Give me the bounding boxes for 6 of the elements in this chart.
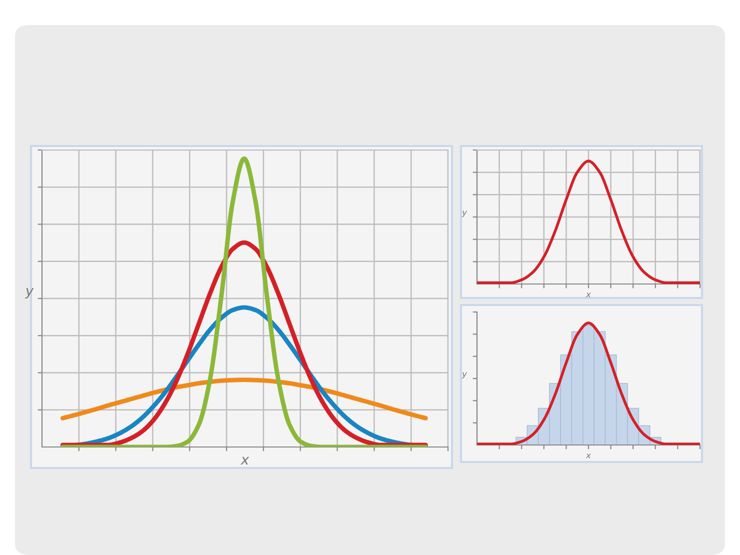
x-axis-title: x <box>586 454 592 458</box>
x-axis-title: x <box>240 456 250 464</box>
y-axis-title: y <box>462 372 468 378</box>
x-axis-title: x <box>586 292 592 298</box>
y-axis-title: y <box>462 210 468 217</box>
y-axis-title: y <box>25 288 34 298</box>
